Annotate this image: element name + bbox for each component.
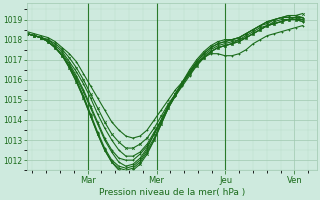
X-axis label: Pression niveau de la mer( hPa ): Pression niveau de la mer( hPa ) [99,188,245,197]
